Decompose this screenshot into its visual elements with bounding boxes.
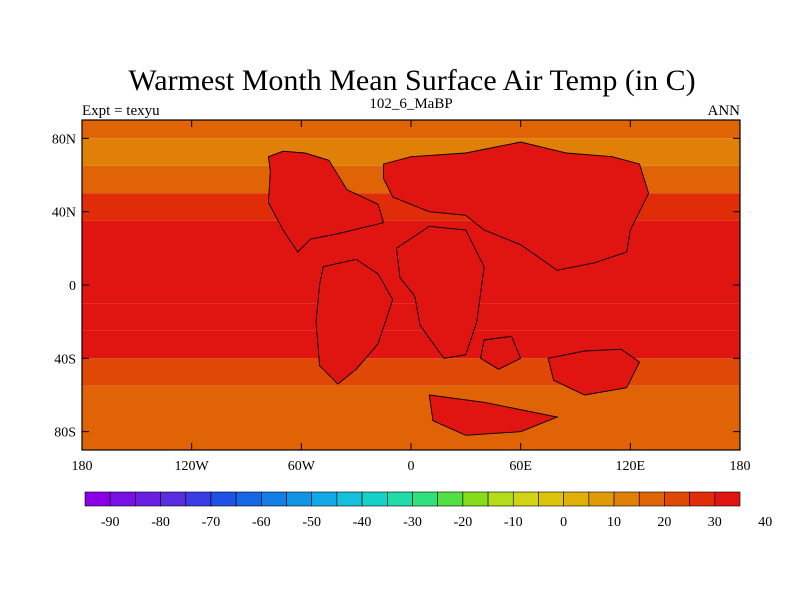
colorbar-label-4: -50 — [302, 515, 321, 530]
region-north-america-hot — [279, 193, 324, 223]
colorbar: -90-80-70-60-50-40-30-20-1001020304050 — [84, 491, 772, 530]
colorbar-swatch-7 — [261, 491, 287, 507]
colorbar-swatch-16 — [487, 491, 514, 507]
region-north-america — [267, 150, 385, 253]
colorbar-label-0: -90 — [101, 515, 120, 530]
colorbar-swatch-15 — [462, 491, 489, 507]
colorbar-swatch-21 — [613, 491, 640, 507]
colorbar-label-6: -30 — [403, 515, 422, 530]
colorbar-label-10: 10 — [607, 515, 621, 530]
colorbar-swatch-17 — [512, 491, 539, 507]
colorbar-label-7: -20 — [454, 515, 473, 530]
colorbar-swatch-24 — [689, 491, 716, 507]
colorbar-label-8: -10 — [504, 515, 523, 530]
colorbar-label-12: 30 — [708, 515, 722, 530]
colorbar-label-3: -60 — [252, 515, 271, 530]
y-tick-label-3: 40S — [54, 352, 76, 367]
colorbar-swatch-2 — [135, 491, 161, 507]
x-tick-label-5: 120E — [616, 459, 646, 474]
region-africa — [395, 225, 485, 359]
region-africa-hot — [418, 296, 455, 337]
colorbar-swatch-9 — [311, 491, 338, 507]
x-tick-label-3: 0 — [408, 459, 415, 474]
temperature-map — [82, 120, 740, 450]
colorbar-swatch-3 — [160, 491, 187, 507]
colorbar-swatch-1 — [109, 491, 136, 507]
colorbar-swatch-20 — [588, 491, 615, 507]
colorbar-swatch-18 — [538, 491, 564, 507]
x-tick-label-2: 60W — [288, 459, 316, 474]
colorbar-swatch-0 — [84, 491, 111, 507]
colorbar-swatch-10 — [336, 491, 363, 507]
x-tick-label-6: 180 — [730, 459, 751, 474]
region-australia-hot — [579, 362, 616, 384]
colorbar-swatch-22 — [638, 491, 665, 507]
x-tick-label-1: 120W — [175, 459, 210, 474]
temperature-band-0 — [82, 120, 740, 139]
colorbar-swatch-8 — [286, 491, 313, 507]
y-tick-label-2: 0 — [69, 279, 76, 294]
season-label: ANN — [708, 103, 741, 119]
temperature-band-5 — [82, 303, 740, 331]
chart-title: Warmest Month Mean Surface Air Temp (in … — [128, 64, 695, 97]
y-tick-label-4: 80S — [54, 426, 76, 441]
colorbar-swatch-13 — [412, 491, 438, 507]
x-tick-label-0: 180 — [72, 459, 93, 474]
colorbar-swatch-25 — [714, 491, 741, 507]
y-axis: 80N 40N 0 40S 80S — [52, 132, 740, 441]
colorbar-swatch-14 — [437, 491, 464, 507]
experiment-label: Expt = texyu — [82, 103, 160, 119]
region-eurasia — [383, 141, 650, 271]
colorbar-swatch-6 — [235, 491, 262, 507]
colorbar-swatch-19 — [563, 491, 590, 507]
period-label: 102_6_MaBP — [369, 96, 452, 112]
colorbar-swatch-23 — [664, 491, 690, 507]
colorbar-label-1: -80 — [151, 515, 170, 530]
region-asia-hot — [538, 178, 616, 227]
colorbar-label-13: 40 — [758, 515, 772, 530]
colorbar-swatch-12 — [387, 491, 413, 507]
region-antarctica — [428, 394, 559, 436]
y-tick-label-1: 40N — [52, 206, 76, 221]
y-tick-label-0: 80N — [52, 132, 76, 147]
colorbar-swatch-4 — [185, 491, 212, 507]
x-axis: 180 120W 60W 0 60E 120E 180 — [72, 120, 751, 474]
temperature-band-8 — [82, 385, 740, 450]
colorbar-swatch-11 — [361, 491, 388, 507]
x-tick-label-4: 60E — [509, 459, 532, 474]
colorbar-label-11: 20 — [657, 515, 671, 530]
colorbar-label-2: -70 — [202, 515, 221, 530]
temperature-band-7 — [82, 358, 740, 386]
region-south-america-hot — [334, 296, 371, 333]
region-india — [479, 335, 522, 370]
colorbar-swatch-5 — [210, 491, 237, 507]
colorbar-label-5: -40 — [353, 515, 372, 530]
temperature-band-6 — [82, 330, 740, 359]
colorbar-label-9: 0 — [560, 515, 567, 530]
